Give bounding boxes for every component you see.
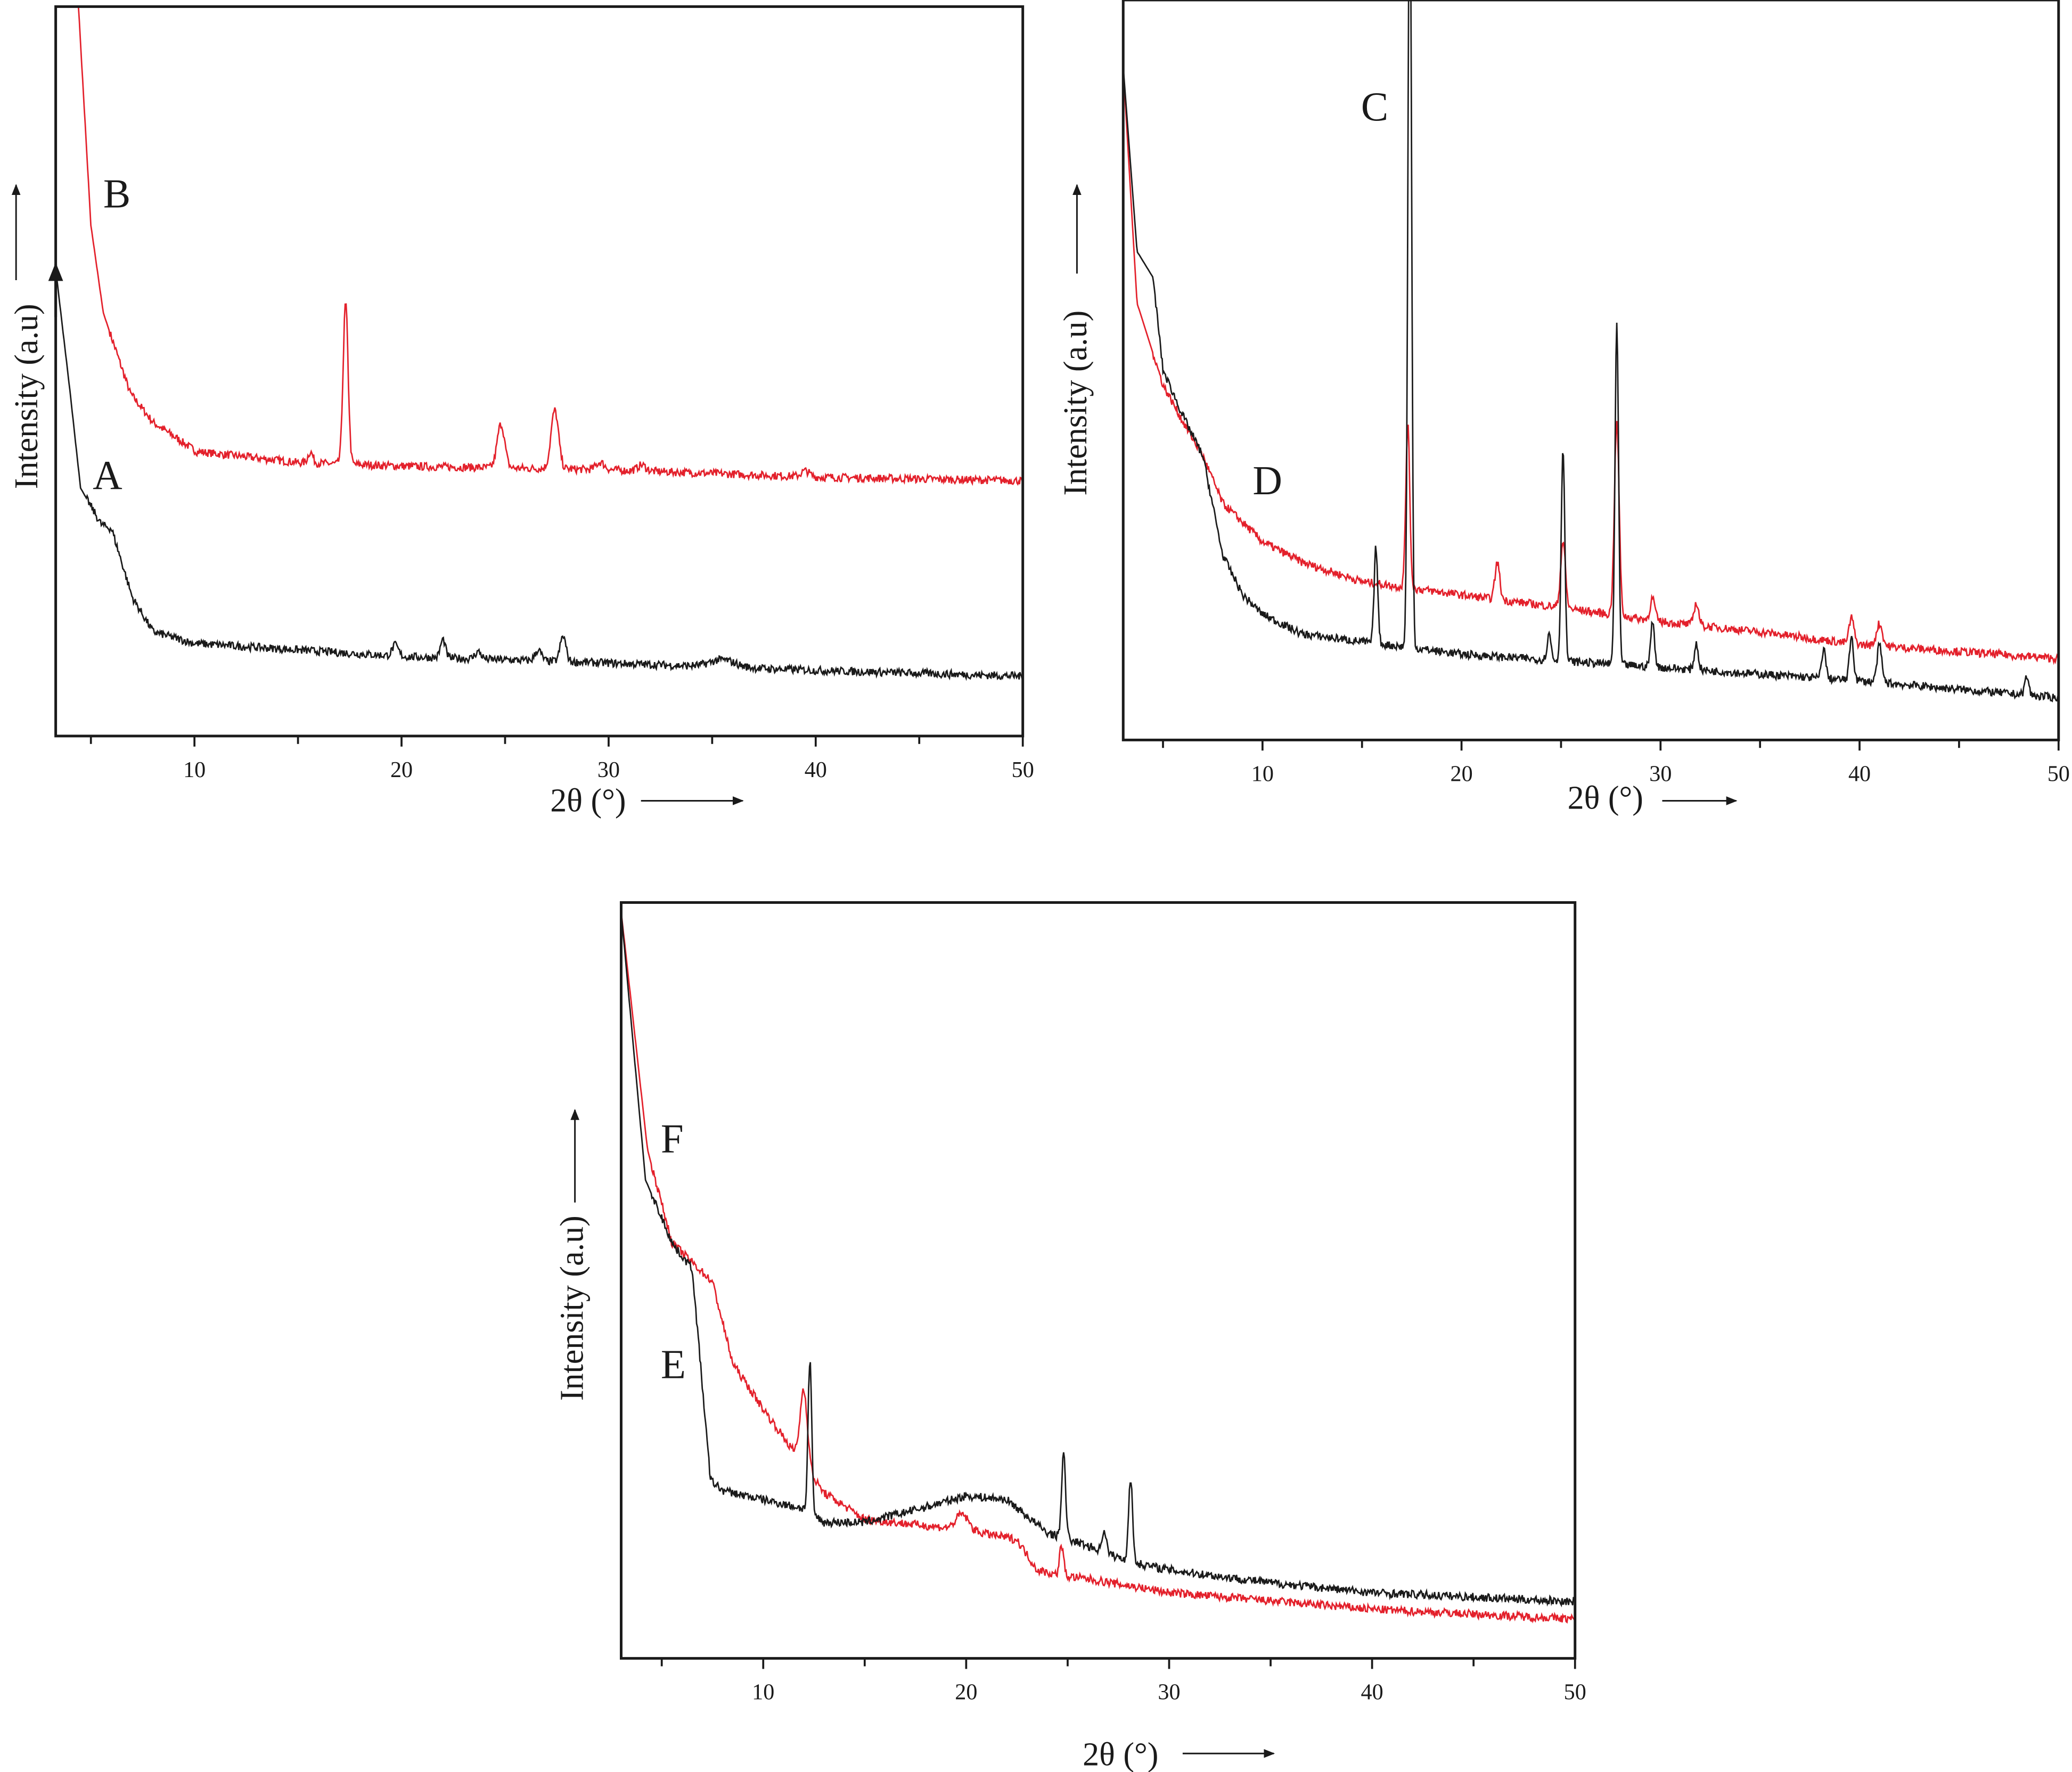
series-line-C [1123, 0, 2059, 703]
x-tick-label: 30 [597, 757, 620, 782]
x-tick-label: 30 [1649, 761, 1672, 786]
x-tick-label: 40 [805, 757, 827, 782]
x-tick-label: 10 [752, 1680, 774, 1705]
x-axis-label: 2θ (°) [1568, 780, 1643, 816]
series-line-D [1123, 66, 2059, 665]
series-label-D: D [1252, 458, 1282, 503]
series-label-F: F [661, 1115, 684, 1161]
x-tick-label: 40 [1848, 761, 1871, 786]
series-label-E: E [661, 1342, 686, 1387]
plot-frame [1121, 0, 2060, 741]
series-line-E [621, 911, 1575, 1607]
x-tick-label: 10 [1251, 761, 1274, 786]
plot-frame [54, 5, 1025, 738]
chart-panel-2: D C 10 20 30 40 50 Intensity (a.u) 2θ (°) [1058, 0, 2070, 816]
x-tick-label: 50 [1012, 757, 1034, 782]
x-tick-label: 10 [183, 757, 206, 782]
chart-panel-3: F E 10 20 30 40 50 Intensity (a.u) 2θ (°) [554, 901, 1586, 1772]
plot-frame [619, 901, 1577, 1660]
x-tick-label: 20 [1451, 761, 1473, 786]
x-axis-label: 2θ (°) [1083, 1737, 1158, 1772]
x-axis-label: 2θ (°) [550, 782, 626, 819]
y-axis-label: Intensity (a.u) [554, 1215, 591, 1401]
series-label-C: C [1361, 84, 1388, 129]
x-tick-label: 20 [955, 1680, 977, 1705]
y-axis-label: Intensity (a.u) [9, 304, 45, 489]
series-line-A [55, 269, 1023, 681]
x-tick-label: 40 [1361, 1680, 1383, 1705]
y-axis-label: Intensity (a.u) [1058, 311, 1094, 496]
x-tick-label: 20 [390, 757, 413, 782]
x-tick-label: 50 [1564, 1680, 1586, 1705]
x-tick-label: 30 [1158, 1680, 1180, 1705]
series-label-B: B [103, 171, 130, 217]
x-tick-label: 50 [2048, 761, 2070, 786]
series-line-F [621, 911, 1575, 1624]
chart-panel-1: B A 10 20 30 40 50 Intensity (a.u) 2θ (°) [9, 5, 1034, 819]
series-line-B [77, 6, 1023, 486]
series-label-A: A [93, 452, 122, 498]
